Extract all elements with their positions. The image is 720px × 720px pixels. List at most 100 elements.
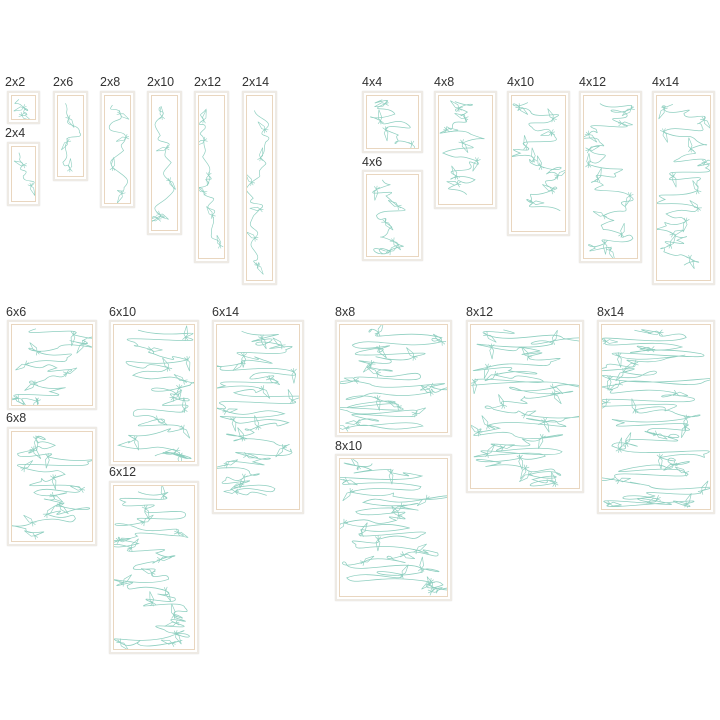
block-size-label: 2x2 [5, 75, 26, 89]
stitch-pattern [372, 179, 406, 256]
carrot-motif [594, 167, 602, 183]
quilt-block-8x8[interactable] [335, 320, 452, 437]
carrot-motif [420, 385, 435, 397]
carrot-motif [471, 378, 479, 394]
carrot-motif [682, 217, 690, 233]
carrot-motif [67, 158, 73, 173]
stitch-pattern [117, 325, 194, 461]
quilt-block-6x8[interactable] [7, 427, 97, 546]
quilt-block-2x8[interactable] [100, 91, 135, 208]
block-size-label: 2x12 [194, 75, 222, 89]
quilt-block-8x10[interactable] [335, 454, 452, 601]
block-inner-frame [11, 324, 93, 406]
quilt-block-4x12[interactable] [579, 91, 642, 263]
block-inner-frame [246, 95, 273, 281]
block-size-label: 2x4 [5, 126, 26, 140]
carrot-motif [406, 347, 418, 361]
carrot-motif [162, 357, 173, 372]
block-inner-frame [366, 174, 419, 257]
quilt-block-8x14[interactable] [597, 320, 715, 514]
quilt-block-4x6[interactable] [362, 170, 423, 261]
quilt-block-4x8[interactable] [434, 91, 497, 209]
quilt-block-2x2[interactable] [7, 91, 40, 124]
carrot-motif [432, 333, 447, 346]
carrot-motif [169, 389, 183, 402]
quilt-block-6x12[interactable] [109, 481, 199, 654]
block-size-label: 4x10 [507, 75, 535, 89]
carrot-motif [375, 344, 387, 359]
quilt-block-2x10[interactable] [147, 91, 182, 235]
carrot-motif [140, 514, 154, 527]
quilt-block-6x10[interactable] [109, 320, 199, 466]
carrot-motif [265, 374, 281, 385]
carrot-motif [27, 182, 35, 196]
carrot-motif [287, 389, 296, 404]
carrot-motif [109, 157, 116, 171]
quilt-block-2x4[interactable] [7, 142, 40, 206]
quilt-block-6x14[interactable] [212, 320, 304, 514]
carrot-motif [374, 100, 389, 108]
carrot-motif [147, 346, 163, 353]
quilt-block-8x12[interactable] [466, 320, 584, 493]
carrot-motif [119, 574, 132, 587]
carrot-motif [31, 397, 41, 405]
carrot-motif [23, 514, 37, 527]
quilt-block-2x14[interactable] [242, 91, 277, 285]
carrot-motif [521, 346, 533, 361]
quilt-block-2x6[interactable] [53, 91, 88, 181]
carrot-motif [549, 383, 564, 395]
carrot-motif [382, 126, 389, 142]
carrot-motif [666, 234, 676, 249]
carrot-motif [200, 109, 207, 124]
block-inner-frame [104, 95, 131, 204]
carrot-motif [358, 522, 368, 537]
block-size-label: 8x10 [335, 439, 363, 453]
carrot-motif [164, 447, 181, 454]
stitch-pattern [13, 99, 32, 119]
carrot-motif [342, 476, 358, 486]
quilt-block-6x6[interactable] [7, 320, 97, 410]
carrot-motif [471, 424, 483, 437]
block-inner-frame [339, 458, 448, 597]
quilt-block-2x12[interactable] [194, 91, 229, 263]
carrot-motif [375, 535, 382, 552]
carrot-motif [70, 485, 86, 493]
carrot-motif [412, 543, 427, 555]
carrot-motif [499, 444, 515, 452]
block-size-label: 4x6 [362, 155, 383, 169]
carrot-motif [481, 415, 492, 430]
carrot-motif [615, 367, 628, 382]
carrot-motif [625, 192, 634, 207]
carrot-motif [669, 229, 684, 238]
carrot-motif [621, 105, 635, 116]
quilt-block-4x14[interactable] [652, 91, 715, 285]
carrot-motif [140, 568, 156, 577]
carrot-motif [173, 528, 189, 538]
stitch-pattern [471, 329, 579, 487]
quilt-block-4x4[interactable] [362, 91, 423, 153]
stitch-pattern [199, 108, 224, 249]
block-size-label: 6x12 [109, 465, 137, 479]
carrot-motif [451, 165, 461, 180]
block-size-label: 2x14 [242, 75, 270, 89]
carrot-motif [523, 135, 530, 151]
block-size-label: 8x14 [597, 305, 625, 319]
block-size-label: 4x4 [362, 75, 383, 89]
carrot-motif [454, 113, 469, 122]
carrot-motif [345, 419, 361, 426]
carrot-motif [156, 210, 169, 220]
carrot-motif [515, 103, 529, 115]
carrot-motif [381, 218, 394, 231]
quilt-block-4x10[interactable] [507, 91, 570, 236]
carrot-motif [149, 591, 157, 607]
carrot-motif [374, 395, 381, 411]
carrot-motif [658, 105, 668, 120]
carrot-motif [652, 430, 668, 440]
carrot-motif [520, 464, 530, 480]
stitch-pattern [340, 459, 447, 596]
carrot-motif [55, 502, 69, 515]
carrot-motif [701, 159, 710, 166]
carrot-motif [540, 129, 556, 136]
carrot-motif [669, 172, 677, 188]
carrot-motif [458, 139, 469, 153]
